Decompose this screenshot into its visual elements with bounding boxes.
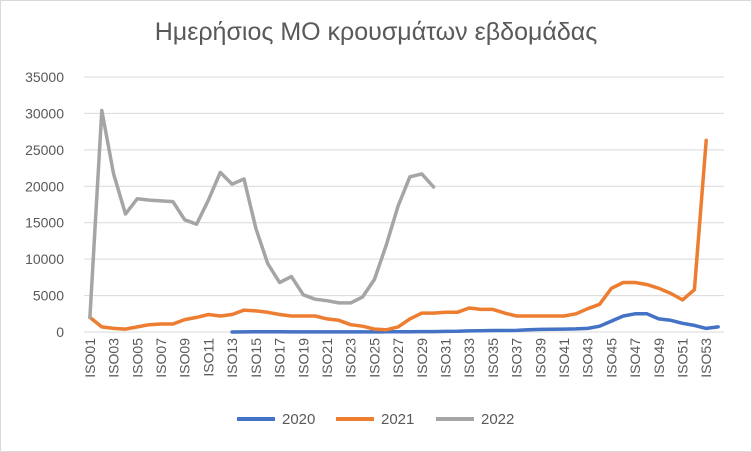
series-line-2022 [88, 108, 436, 320]
x-tick-label: ISO17 [272, 338, 288, 378]
x-tick-label: ISO11 [200, 338, 216, 377]
y-tick-label: 35000 [25, 69, 64, 85]
y-tick-label: 25000 [25, 142, 64, 158]
chart-title: Ημερήσιος ΜΟ κρουσμάτων εβδομάδας [154, 18, 598, 46]
x-tick-label: ISO05 [129, 338, 145, 378]
legend-label-2020: 2020 [282, 411, 315, 428]
gridlines [84, 76, 724, 333]
x-tick-label: ISO31 [437, 338, 453, 378]
x-tick-label: ISO51 [675, 338, 691, 378]
y-tick-label: 0 [56, 324, 64, 340]
x-tick-label: ISO45 [603, 338, 619, 378]
legend: 2020 2021 2022 [237, 411, 514, 428]
x-tick-label: ISO21 [319, 338, 335, 378]
x-tick-label: ISO39 [532, 338, 548, 378]
y-tick-label: 5000 [33, 288, 64, 304]
series-line-2020 [230, 312, 720, 334]
x-tick-label: ISO35 [485, 338, 501, 378]
x-axis: ISO01 ISO03 ISO05 ISO07 ISO09 ISO11 ISO13 ISO15… [82, 331, 724, 378]
y-tick-label: 20000 [25, 178, 64, 194]
x-tick-label: ISO13 [224, 338, 240, 378]
legend-label-2021: 2021 [381, 411, 414, 428]
x-tick-label: ISO37 [509, 338, 525, 378]
series-line-2021 [88, 138, 708, 332]
x-tick-label: ISO07 [153, 338, 169, 378]
x-tick-label: ISO33 [461, 338, 477, 378]
x-tick-label: ISO03 [106, 338, 122, 378]
x-tick-label: ISO09 [177, 338, 193, 378]
y-tick-label: 30000 [25, 105, 64, 121]
y-tick-label: 15000 [25, 215, 64, 231]
x-tick-label: ISO15 [248, 338, 264, 378]
x-tick-label: ISO19 [295, 338, 311, 378]
x-tick-label: ISO47 [627, 338, 643, 378]
y-axis: 0 5000 10000 15000 20000 25000 30000 35000 [25, 69, 64, 340]
series-lines [88, 108, 720, 334]
legend-label-2022: 2022 [481, 411, 514, 428]
x-tick-label: ISO29 [414, 338, 430, 378]
x-tick-label: ISO27 [390, 338, 406, 378]
x-tick-label: ISO23 [343, 338, 359, 378]
y-tick-label: 10000 [25, 251, 64, 267]
x-tick-label: ISO43 [580, 338, 596, 378]
x-tick-label: ISO41 [556, 338, 572, 378]
x-tick-label: ISO53 [698, 338, 714, 378]
x-tick-label: ISO01 [82, 338, 98, 378]
x-tick-label: ISO49 [651, 338, 667, 378]
x-tick-label: ISO25 [366, 338, 382, 378]
